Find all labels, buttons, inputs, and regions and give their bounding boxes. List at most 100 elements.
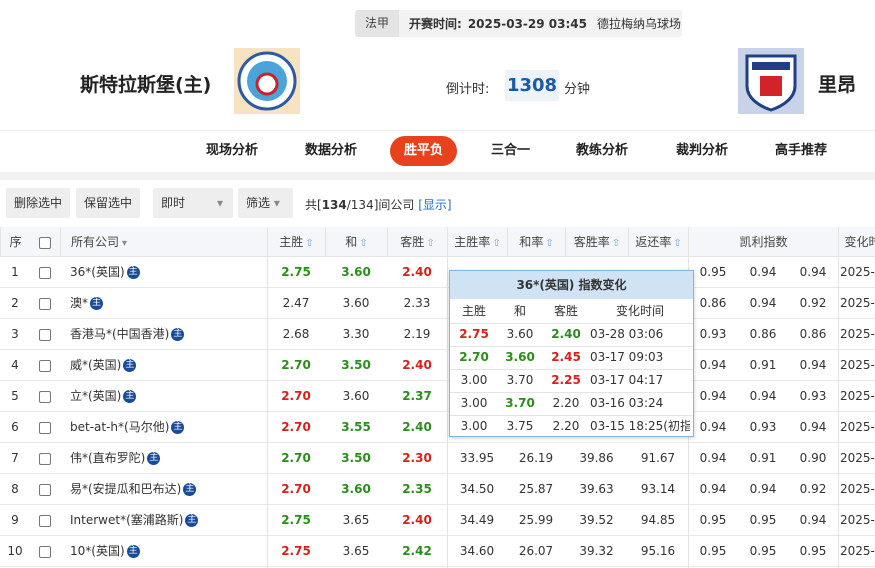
row-select[interactable] [30,288,60,319]
company-name[interactable]: 立*(英国) [70,389,122,403]
column-header[interactable]: 客胜 ⇧ [387,227,447,257]
odds: 2.70 [281,358,311,372]
column-header[interactable]: 和率 ⇧ [507,227,565,257]
rate: 93.14 [640,482,676,496]
row-select[interactable] [30,412,60,443]
company-name[interactable]: 伟*(直布罗陀) [70,451,146,465]
checkbox[interactable] [39,483,51,496]
row-index: 9 [11,513,19,527]
checkbox[interactable] [39,359,51,372]
row-select[interactable] [30,350,60,381]
rate: 25.99 [518,513,554,527]
mode-select[interactable]: 即时 ▾ [153,188,233,218]
odds: 2.19 [403,327,431,341]
badge: 主 [171,421,185,434]
checkbox[interactable] [39,328,51,341]
row-select[interactable] [30,536,60,567]
row-index: 5 [11,389,19,403]
count-selected: 134 [321,198,347,212]
tab[interactable]: 胜平负 [390,136,458,166]
column-header: 序 [0,227,30,257]
checkbox[interactable] [39,266,51,279]
popup-odds: 2.20 [552,396,580,410]
checkbox[interactable] [39,545,51,558]
sort-icon: ⇧ [611,238,621,249]
company-cell: bet-at-h*(马尔他) 主 [60,412,267,443]
band [0,172,875,180]
rate: 26.19 [518,451,554,465]
delete-button[interactable]: 删除选中 [6,188,71,218]
company-name[interactable]: 36*(英国) [70,265,125,279]
odds: 2.30 [402,451,432,465]
popup-odds: 3.60 [505,350,535,364]
kelly: 0.92 [799,296,827,310]
popup-odds: 2.75 [459,327,489,341]
row-select[interactable] [30,257,60,288]
select-all[interactable] [30,227,60,257]
checkbox[interactable] [39,452,51,465]
row-select[interactable] [30,474,60,505]
keep-button[interactable]: 保留选中 [76,188,141,218]
popup-odds: 2.25 [551,373,581,387]
column-line [447,257,448,568]
tab[interactable]: 教练分析 [576,143,629,158]
odds-table: 序所有公司▾主胜⇧和⇧客胜⇧主胜率⇧和率⇧客胜率⇧返还率⇧凯利指数变化时间136… [0,227,875,568]
checkbox[interactable] [39,514,51,527]
column-header[interactable]: 主胜率 ⇧ [447,227,507,257]
company-name[interactable]: 澳* [70,296,89,310]
kelly: 0.94 [699,358,727,372]
row-select[interactable] [30,505,60,536]
row-line [0,411,875,412]
column-line [267,257,268,568]
kelly: 0.92 [799,482,827,496]
countdown-value: 1308 [505,70,559,101]
checkbox[interactable] [39,421,51,434]
tab[interactable]: 高手推荐 [775,143,828,158]
tab[interactable]: 三合一 [491,143,531,158]
mode-text: 即时 [161,196,186,210]
column-header: 变化时间 [838,227,875,257]
column-header[interactable]: 所有公司 ▾ [60,227,267,257]
row-index: 6 [11,420,19,434]
company-name[interactable]: bet-at-h*(马尔他) [70,420,170,434]
badge: 主 [90,297,104,310]
checkbox[interactable] [39,390,51,403]
column-header[interactable]: 客胜率 ⇧ [565,227,628,257]
odds: 2.42 [402,544,432,558]
column-header[interactable]: 返还率 ⇧ [628,227,688,257]
checkbox[interactable] [39,297,51,310]
kelly: 0.94 [799,420,827,434]
row-select[interactable] [30,443,60,474]
column-header[interactable]: 和 ⇧ [325,227,387,257]
change-popup: 36*(英国) 指数变化 主胜 和 客胜 变化时间 2.75 3.60 2.40 03-28 0… [449,270,694,437]
checkbox[interactable] [39,236,51,249]
change-time: 2025-0 [840,296,875,310]
company-name[interactable]: 威*(英国) [70,358,122,372]
row-select[interactable] [30,319,60,350]
change-time: 2025-0 [840,265,875,279]
row-line [0,442,875,443]
rate: 39.86 [579,451,614,465]
popup-row-line [450,415,693,416]
kelly: 0.95 [699,265,727,279]
company-name[interactable]: 10*(英国) [70,544,125,558]
odds: 2.70 [281,482,311,496]
odds: 3.65 [342,544,370,558]
odds: 2.75 [281,265,311,279]
show-link[interactable]: [显示] [418,198,452,212]
company-name[interactable]: Interwet*(塞浦路斯) [70,513,184,527]
filter-button[interactable]: 筛选 ▾ [238,188,293,218]
home-team: 斯特拉斯堡(主) [80,74,212,96]
tab[interactable]: 裁判分析 [676,143,729,158]
company-cell: 威*(英国) 主 [60,350,267,381]
countdown-unit: 分钟 [564,82,591,97]
company-name[interactable]: 易*(安提瓜和巴布达) [70,482,182,496]
row-select[interactable] [30,381,60,412]
column-header[interactable]: 主胜 ⇧ [267,227,325,257]
kelly: 0.95 [799,544,827,558]
tab[interactable]: 数据分析 [305,143,358,158]
tab[interactable]: 现场分析 [206,143,259,158]
popup-row-line [450,392,693,393]
company-name[interactable]: 香港马*(中国香港) [70,327,170,341]
popup-odds: 2.20 [552,419,580,433]
